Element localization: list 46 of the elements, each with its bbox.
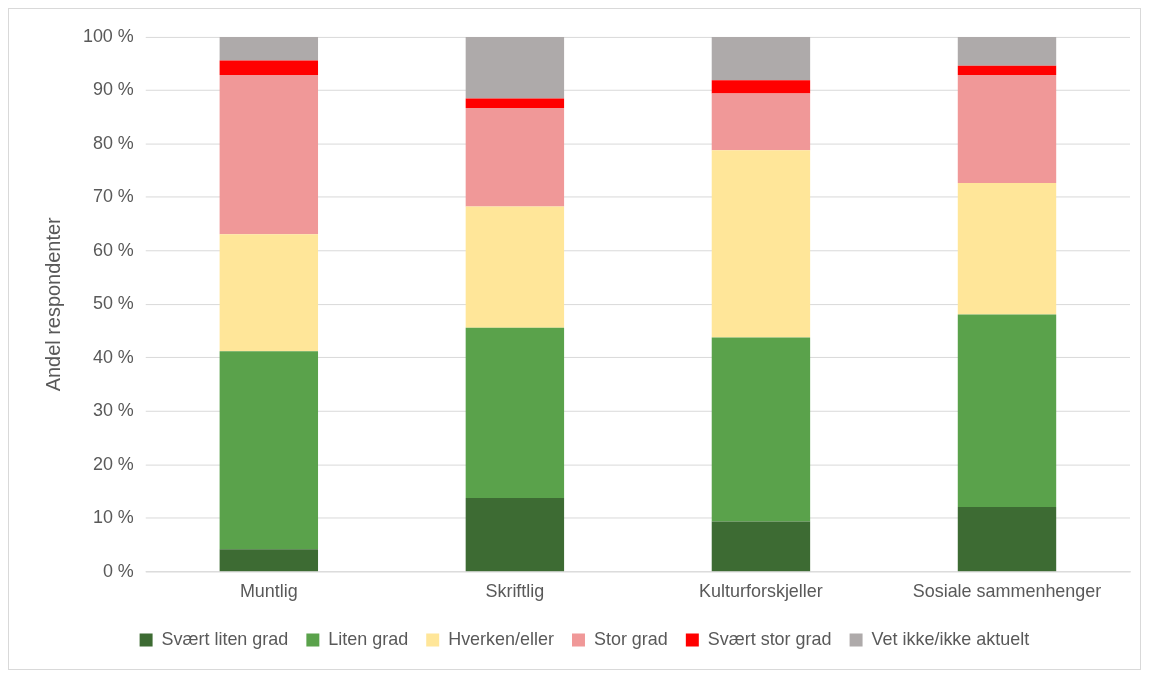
bar	[219, 74, 319, 235]
bar	[957, 314, 1057, 507]
legend-label: Svært stor grad	[707, 629, 832, 650]
legend-label: Hverken/eller	[448, 629, 554, 650]
y-tick-label: 0 %	[102, 560, 134, 581]
bar	[711, 337, 811, 522]
y-axis-title: Andel respondenter	[42, 216, 65, 392]
x-tick-label: Skriftlig	[485, 581, 545, 602]
bar	[465, 497, 565, 572]
bar	[957, 506, 1057, 572]
bar	[957, 36, 1057, 66]
y-tick-label: 20 %	[92, 453, 134, 474]
y-tick-label: 80 %	[92, 132, 134, 153]
bar	[219, 60, 319, 75]
bar	[957, 74, 1057, 183]
bar	[219, 36, 319, 61]
bar	[219, 234, 319, 352]
bar	[711, 521, 811, 572]
x-tick-label: Kulturforskjeller	[699, 581, 823, 602]
legend-label: Vet ikke/ikke aktuelt	[871, 629, 1030, 650]
x-tick-label: Muntlig	[239, 581, 298, 602]
bar	[465, 206, 565, 328]
y-tick-label: 60 %	[92, 239, 134, 260]
bar	[711, 93, 811, 151]
y-tick-label: 100 %	[82, 25, 134, 46]
bar	[465, 36, 565, 99]
bar	[465, 108, 565, 207]
bar	[219, 549, 319, 572]
bar	[465, 98, 565, 109]
bar	[957, 182, 1057, 315]
x-tick-label: Sosiale sammenhenger	[912, 581, 1102, 602]
legend-label: Stor grad	[593, 629, 668, 650]
y-tick-label: 30 %	[92, 400, 134, 421]
bar	[219, 351, 319, 550]
y-tick-label: 70 %	[92, 186, 134, 207]
y-tick-label: 90 %	[92, 79, 134, 100]
legend-label: Svært liten grad	[161, 629, 289, 650]
bar	[957, 65, 1057, 75]
y-tick-label: 40 %	[92, 346, 134, 367]
y-tick-label: 10 %	[92, 507, 134, 528]
bar	[711, 36, 811, 81]
bar	[465, 327, 565, 498]
legend-label: Liten grad	[328, 629, 409, 650]
bar	[711, 150, 811, 338]
bar	[711, 80, 811, 94]
y-tick-label: 50 %	[92, 293, 134, 314]
